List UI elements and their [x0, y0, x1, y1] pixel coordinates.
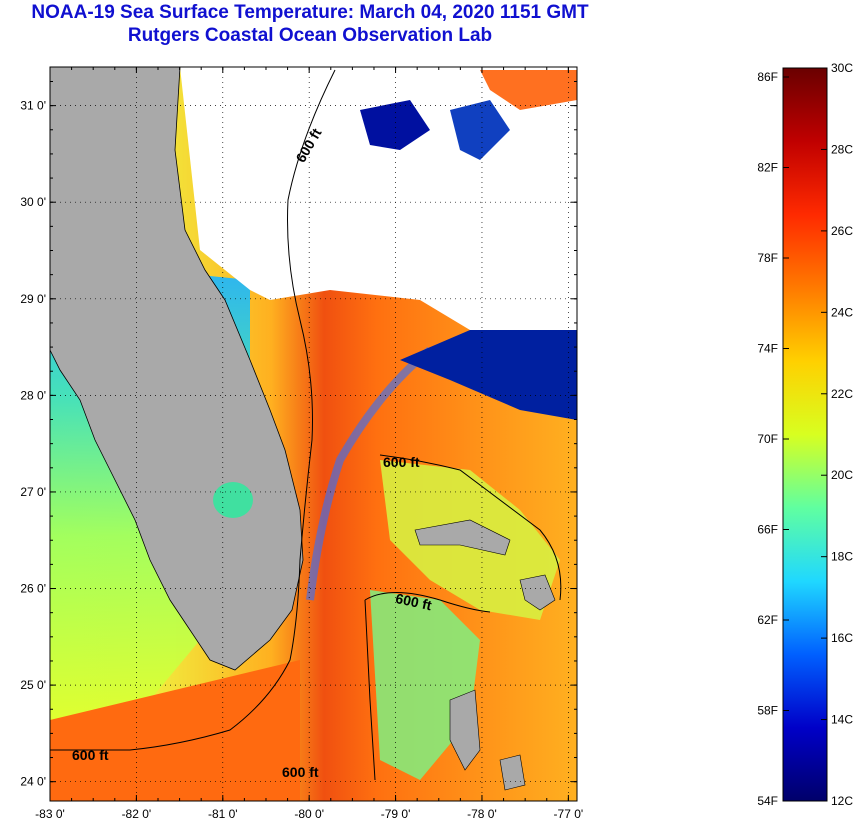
- map-frame: [49, 66, 578, 802]
- colorbar-f-label: 54F: [757, 794, 778, 808]
- lon-tick-label: -78 0': [467, 807, 497, 821]
- colorbar-f-label: 70F: [757, 432, 778, 446]
- colorbar-f-label: 86F: [757, 70, 778, 84]
- lon-tick-label: -83 0': [35, 807, 65, 821]
- lat-tick-label: 31 0': [20, 99, 46, 113]
- colorbar-labels: 86F 82F 78F 74F 70F 66F 62F 58F 54F 30C 28C 26C 24C 2…: [757, 61, 853, 808]
- colorbar-c-label: 26C: [831, 224, 853, 238]
- colorbar-c-label: 22C: [831, 387, 853, 401]
- contour-label-bahamas-north: 600 ft: [383, 454, 420, 470]
- contour-label-gulf: 600 ft: [72, 747, 109, 763]
- lat-tick-label: 28 0': [20, 388, 46, 402]
- axis-ticks: 31 0' 30 0' 29 0' 28 0' 27 0' 26 0' 25 0' 24 0'…: [20, 67, 583, 821]
- cold-patch-1: [360, 100, 430, 150]
- lat-tick-label: 25 0': [20, 678, 46, 692]
- lon-tick-label: -79 0': [381, 807, 411, 821]
- colorbar-f-label: 82F: [757, 161, 778, 175]
- cold-water-mass: [400, 320, 577, 420]
- grand-bahama-island: [414, 519, 511, 556]
- cool-filament: [306, 346, 433, 601]
- lat-tick-label: 29 0': [20, 292, 46, 306]
- map-title: NOAA-19 Sea Surface Temperature: March 0…: [31, 2, 589, 23]
- colorbar-c-label: 30C: [831, 61, 853, 75]
- lat-tick-label: 27 0': [20, 485, 46, 499]
- colorbar-f-label: 62F: [757, 613, 778, 627]
- lat-tick-label: 24 0': [20, 775, 46, 789]
- colorbar-f-label: 66F: [757, 523, 778, 537]
- colorbar-c-label: 16C: [831, 631, 853, 645]
- lat-tick-label: 26 0': [20, 582, 46, 596]
- colorbar-c-label: 28C: [831, 142, 853, 156]
- colorbar-f-label: 58F: [757, 704, 778, 718]
- cold-patch-2: [450, 100, 510, 160]
- colorbar-c-label: 14C: [831, 713, 853, 727]
- abaco-island: [519, 574, 556, 611]
- map-subtitle: Rutgers Coastal Ocean Observation Lab: [127, 25, 493, 46]
- southern-warm-water: [50, 660, 300, 801]
- lon-tick-label: -77 0': [554, 807, 584, 821]
- lake-okeechobee: [213, 482, 253, 518]
- colorbar-f-label: 74F: [757, 342, 778, 356]
- map-panel: [50, 67, 577, 801]
- colorbar-c-label: 12C: [831, 794, 853, 808]
- lon-tick-label: -81 0': [208, 807, 238, 821]
- colorbar-c-label: 18C: [831, 550, 853, 564]
- contour-600ft-tongue: [364, 599, 376, 781]
- exuma-island: [499, 754, 526, 791]
- contour-600ft-bahamas-north: [379, 454, 562, 601]
- lon-tick-label: -82 0': [122, 807, 152, 821]
- lat-tick-label: 30 0': [20, 195, 46, 209]
- warm-patch-ne: [480, 70, 577, 110]
- contour-600ft-bahamas-south: [364, 592, 491, 613]
- andros-island: [449, 689, 481, 771]
- colorbar-c-label: 24C: [831, 305, 853, 319]
- colorbar: [782, 67, 828, 802]
- lon-tick-label: -80 0': [294, 807, 324, 821]
- colorbar-c-label: 20C: [831, 468, 853, 482]
- depth-contours: [50, 69, 562, 781]
- florida-land: [50, 67, 304, 671]
- contour-label-bahamas-south: 600 ft: [394, 590, 433, 613]
- colorbar-f-label: 78F: [757, 251, 778, 265]
- contour-label-keys: 600 ft: [282, 764, 319, 780]
- contour-600ft-main: [50, 69, 336, 751]
